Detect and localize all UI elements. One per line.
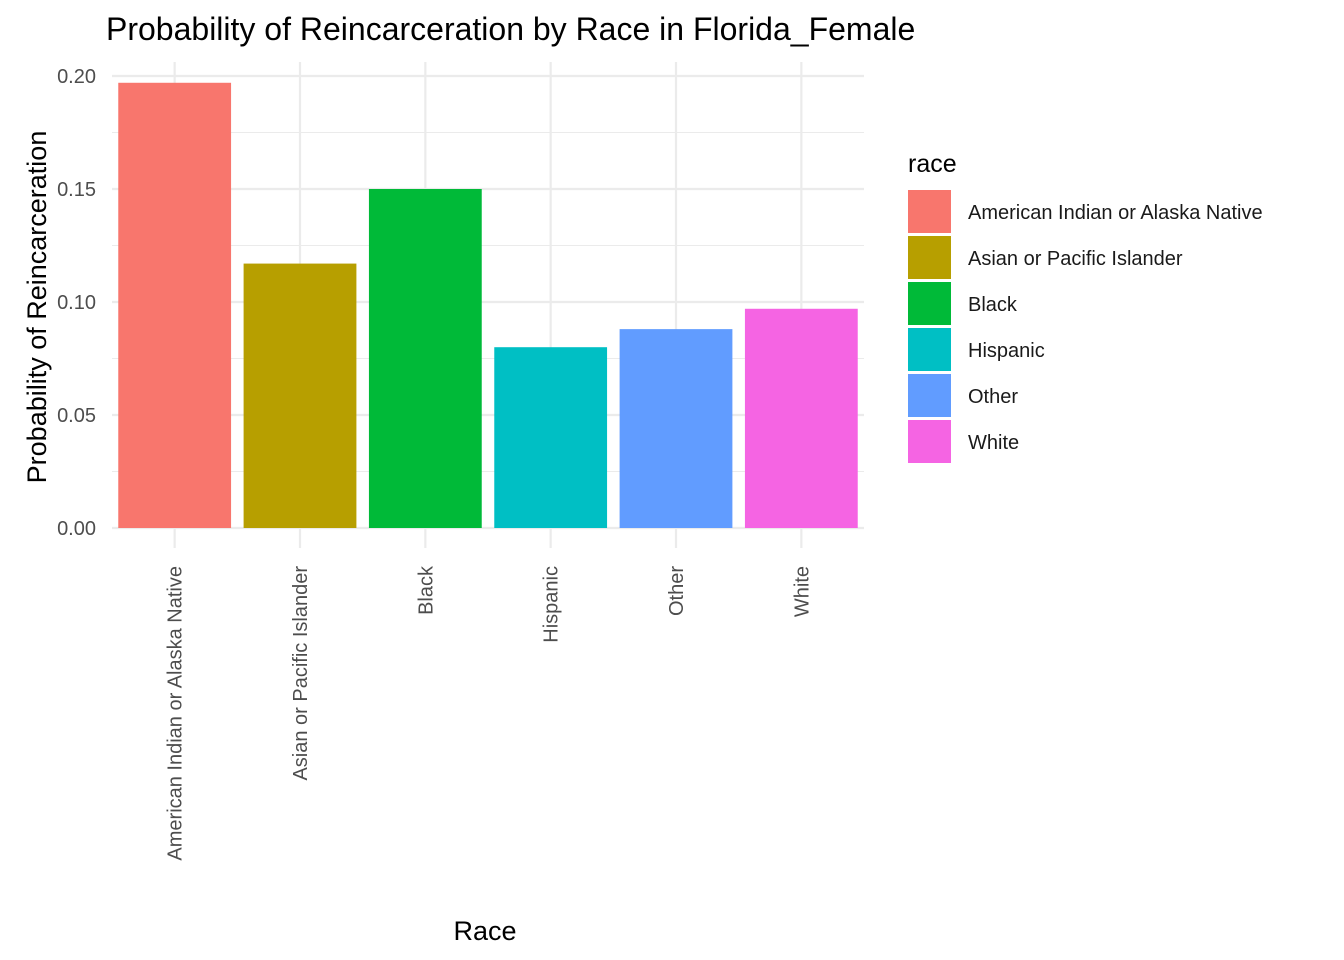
- bars: [118, 82, 858, 528]
- x-axis-title: Race: [453, 916, 516, 946]
- legend-swatch: [908, 328, 951, 371]
- bar: [118, 82, 232, 528]
- x-axis-ticks: American Indian or Alaska Native Asian or…: [165, 565, 814, 861]
- chart-title: Probability of Reincarceration by Race i…: [106, 11, 915, 47]
- legend-swatch: [908, 420, 951, 463]
- legend-label: Other: [968, 386, 1018, 408]
- bar: [619, 329, 733, 528]
- x-tick-label: Other: [666, 566, 688, 616]
- legend-label: White: [968, 432, 1019, 454]
- bar: [368, 189, 482, 528]
- legend-swatch: [908, 282, 951, 325]
- x-tick-label: Asian or Pacific Islander: [290, 566, 312, 781]
- legend-label: American Indian or Alaska Native: [968, 202, 1263, 224]
- legend-title: race: [908, 150, 957, 178]
- legend-swatch: [908, 190, 951, 233]
- y-axis-title: Probability of Reincarceration: [22, 131, 52, 484]
- legend-label: Asian or Pacific Islander: [968, 248, 1183, 270]
- legend-swatch: [908, 236, 951, 279]
- bar: [744, 308, 858, 528]
- bar: [494, 347, 608, 528]
- y-tick-label: 0.05: [57, 405, 96, 427]
- legend-items: American Indian or Alaska Native Asian or…: [908, 190, 1263, 463]
- legend-label: Hispanic: [968, 340, 1045, 362]
- x-tick-label: Hispanic: [541, 566, 563, 643]
- y-tick-label: 0.10: [57, 292, 96, 314]
- bar: [243, 263, 357, 528]
- y-tick-label: 0.15: [57, 179, 96, 201]
- x-tick-label: Black: [415, 565, 437, 615]
- legend-swatch: [908, 374, 951, 417]
- legend-label: Black: [968, 294, 1018, 316]
- x-tick-label: White: [791, 566, 813, 617]
- y-tick-label: 0.00: [57, 518, 96, 540]
- legend: race American Indian or Alaska Native Asi…: [908, 150, 1263, 463]
- y-tick-label: 0.20: [57, 66, 96, 88]
- y-axis-ticks: 0.00 0.05 0.10 0.15 0.20: [57, 66, 96, 540]
- x-tick-label: American Indian or Alaska Native: [165, 566, 187, 861]
